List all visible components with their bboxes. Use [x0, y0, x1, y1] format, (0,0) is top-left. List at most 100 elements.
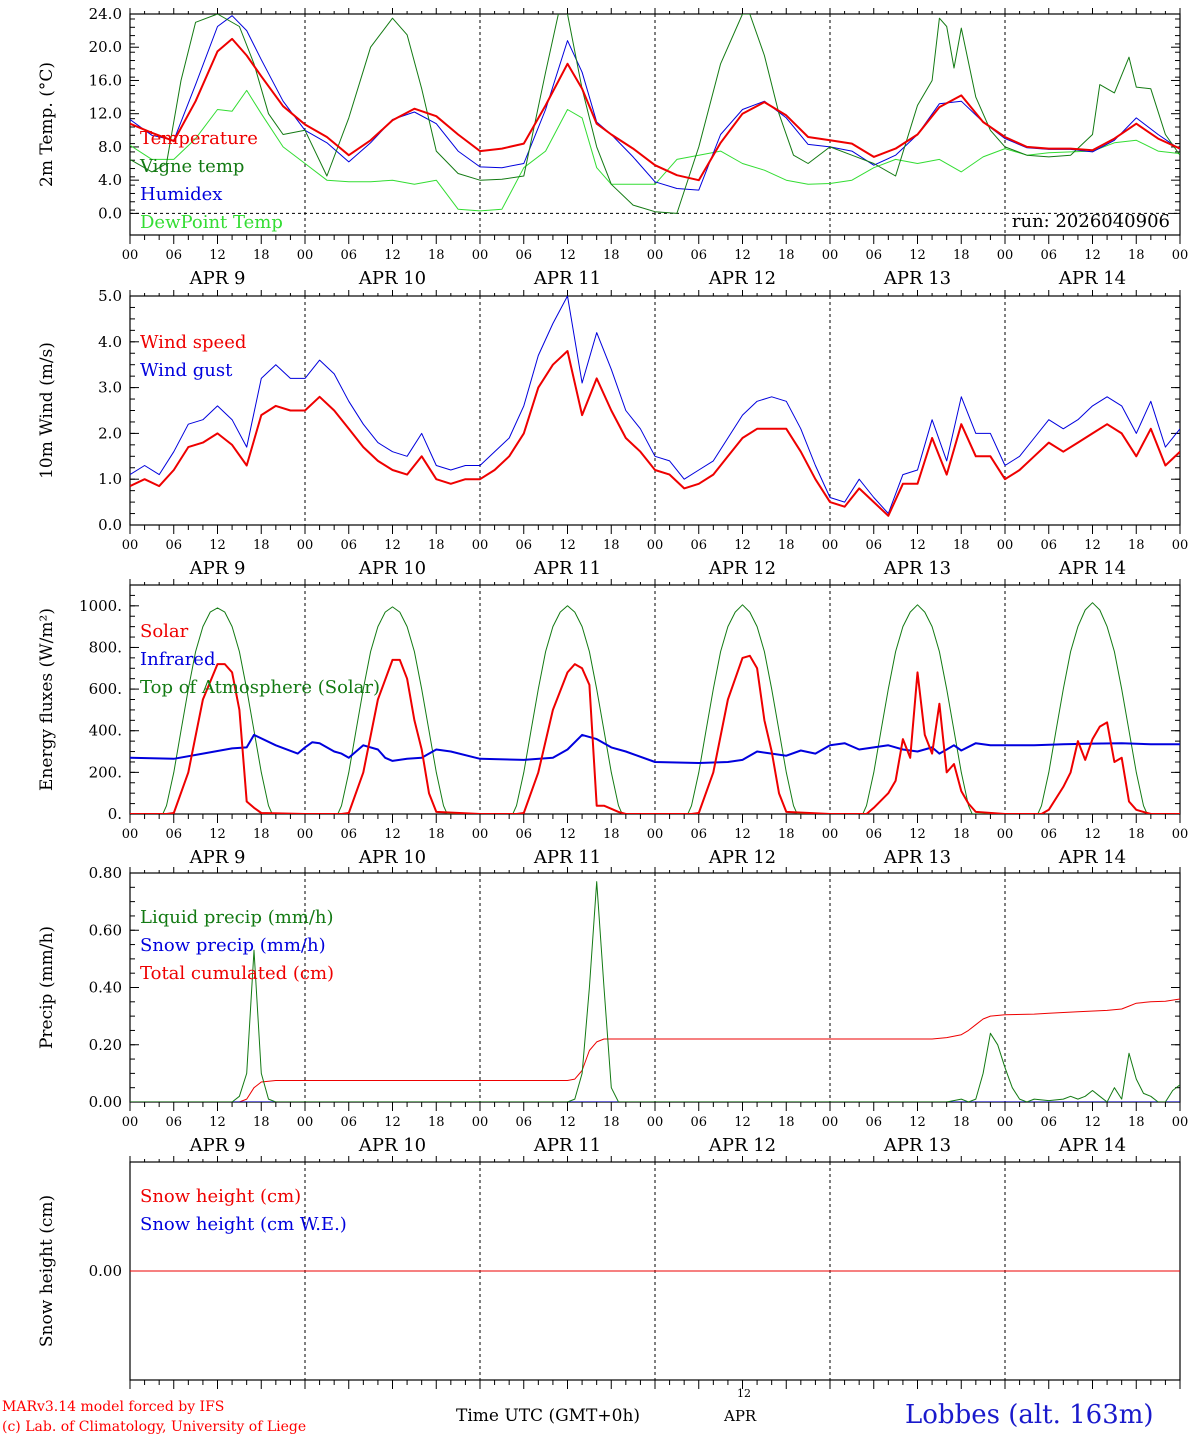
y-tick-label: 8.0 — [98, 138, 122, 156]
y-tick-label: 200. — [89, 763, 122, 781]
day-label: APR 14 — [1058, 268, 1126, 289]
day-label: APR 12 — [708, 558, 776, 579]
day-label: APR 9 — [189, 1135, 246, 1156]
x-tick-label: 06 — [165, 538, 182, 553]
x-tick-label: 06 — [690, 827, 707, 842]
y-tick-label: 0.00 — [89, 1262, 122, 1280]
day-label: APR 11 — [533, 268, 601, 289]
day-label: APR 13 — [883, 1135, 951, 1156]
series-group — [130, 14, 1180, 214]
series-dewpoint-temp — [130, 89, 1180, 212]
legend-item: Vigne temp — [139, 156, 244, 177]
x-tick-label: 18 — [778, 538, 795, 553]
x-tick-label: 12 — [384, 1115, 401, 1130]
legend-item: Snow height (cm) — [140, 1186, 301, 1207]
x-tick-label: 18 — [778, 248, 795, 263]
x-tick-label: 00 — [122, 248, 139, 263]
panel-4: 00 06 12 18 00 06 12 18 00 06 12 18 00 06 12 18 00 06 12 18… — [37, 864, 1188, 1156]
y-axis-label: Precip (mm/h) — [37, 926, 57, 1049]
x-tick-label: 12 — [734, 248, 751, 263]
x-tick-label: 18 — [1128, 1115, 1145, 1130]
y-axis-label: Snow height (cm) — [37, 1195, 57, 1347]
x-tick-label: 06 — [1040, 248, 1057, 263]
x-tick-label: 12 — [1084, 248, 1101, 263]
x-tick-label: 12 — [734, 1115, 751, 1130]
day-label: APR 9 — [189, 558, 246, 579]
y-tick-label: 0.00 — [89, 1093, 122, 1111]
day-label: APR 11 — [533, 1135, 601, 1156]
station-name: Lobbes (alt. 163m) — [905, 1400, 1154, 1430]
y-tick-label: 3.0 — [98, 379, 122, 397]
panel-3: 00 06 12 18 00 06 12 18 00 06 12 18 00 06 12 18 00 06 12 18… — [37, 579, 1188, 868]
x-tick-label: 12 — [559, 248, 576, 263]
y-tick-label: 4.0 — [98, 171, 122, 189]
x-tick-label: 12 — [1084, 827, 1101, 842]
x-tick-label: 06 — [1040, 1115, 1057, 1130]
x-tick-label: 06 — [865, 827, 882, 842]
x-tick-label: 00 — [472, 248, 489, 263]
x-tick-label: 06 — [165, 827, 182, 842]
x-tick-label: 12 — [209, 538, 226, 553]
y-tick-label: 20.0 — [89, 38, 122, 56]
model-credit-line2: (c) Lab. of Climatology, University of L… — [2, 1419, 307, 1435]
day-label: APR 14 — [1058, 558, 1126, 579]
x-tick-label: 18 — [953, 538, 970, 553]
x-tick-label: 00 — [297, 1115, 314, 1130]
series-solar — [130, 654, 1180, 814]
x-tick-label: 12 — [559, 538, 576, 553]
x-tick-label: 06 — [865, 1115, 882, 1130]
x-tick-label: 12 — [909, 538, 926, 553]
series-group — [130, 296, 1180, 517]
x-tick-label: 18 — [778, 1115, 795, 1130]
x-tick-label: 06 — [340, 538, 357, 553]
x-tick-label: 06 — [340, 1115, 357, 1130]
y-tick-label: 16.0 — [89, 71, 122, 89]
y-tick-label: 400. — [89, 722, 122, 740]
y-tick-label: 0.40 — [89, 979, 122, 997]
day-label: APR 10 — [358, 268, 426, 289]
x-tick-label: 12 — [209, 248, 226, 263]
series-temperature — [130, 37, 1180, 182]
x-tick-label: 00 — [647, 1115, 664, 1130]
x-tick-label: 00 — [122, 538, 139, 553]
x-tick-label: 18 — [778, 827, 795, 842]
x-tick-label: 12 — [909, 248, 926, 263]
day-label: APR 12 — [708, 847, 776, 868]
x-tick-label: 12 — [559, 1115, 576, 1130]
x-tick-label: 00 — [122, 1115, 139, 1130]
legend-item: Humidex — [140, 184, 222, 205]
x-tick-label: 12 — [384, 538, 401, 553]
x-tick-label: 06 — [690, 538, 707, 553]
series-infrared — [130, 733, 1180, 764]
x-tick-label: 12 — [209, 1115, 226, 1130]
series-group — [130, 602, 1180, 814]
x-tick-label: 18 — [603, 248, 620, 263]
legend-item: Snow precip (mm/h) — [140, 935, 326, 956]
day-label: APR 12 — [708, 268, 776, 289]
x-tick-label: 06 — [690, 248, 707, 263]
x-tick-label: 00 — [1172, 827, 1189, 842]
x-tick-label: 18 — [428, 1115, 445, 1130]
legend-item: Snow height (cm W.E.) — [140, 1214, 347, 1235]
day-label: APR 10 — [358, 1135, 426, 1156]
x-tick-label: 18 — [603, 538, 620, 553]
day-label: APR 10 — [358, 847, 426, 868]
y-tick-label: 5.0 — [98, 287, 122, 305]
x-tick-label: 00 — [472, 538, 489, 553]
day-label: APR 13 — [883, 268, 951, 289]
x-tick-label: 00 — [997, 248, 1014, 263]
day-label: APR 10 — [358, 558, 426, 579]
x-tick-label: 12 — [1084, 538, 1101, 553]
x-tick-label: 06 — [690, 1115, 707, 1130]
legend-item: Wind speed — [140, 332, 246, 353]
x-tick-label: 06 — [515, 827, 532, 842]
legend-item: Temperature — [140, 128, 258, 149]
x-tick-label: 00 — [822, 1115, 839, 1130]
x-tick-label: 18 — [953, 827, 970, 842]
x-tick-label: 12 — [384, 827, 401, 842]
day-label: APR 12 — [708, 1135, 776, 1156]
x-tick-label: 12 — [909, 1115, 926, 1130]
x-tick-label: 18 — [953, 1115, 970, 1130]
y-tick-label: 600. — [89, 680, 122, 698]
